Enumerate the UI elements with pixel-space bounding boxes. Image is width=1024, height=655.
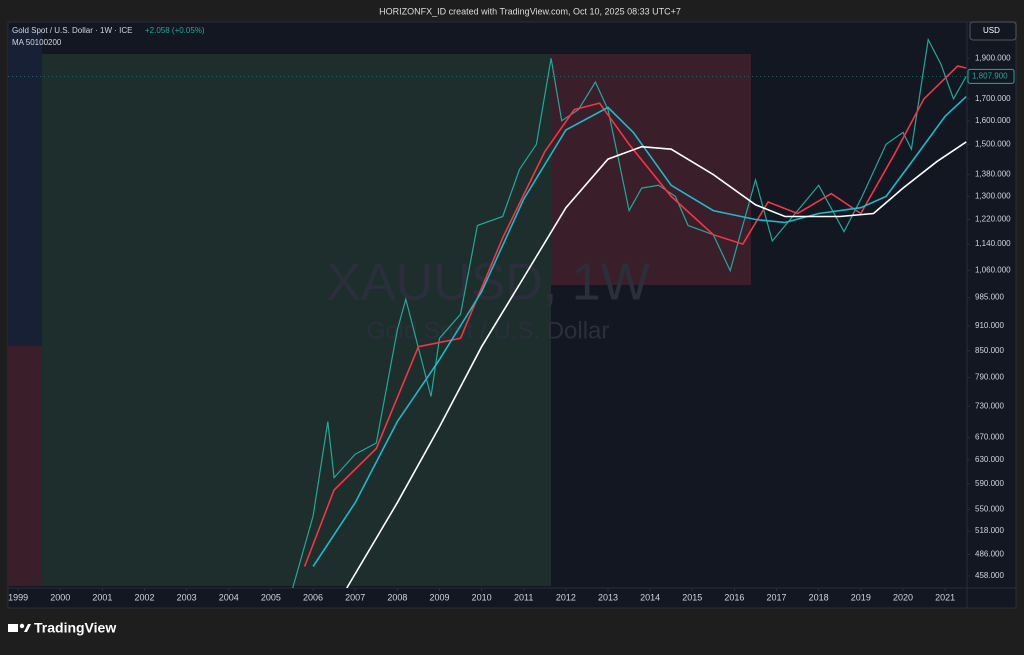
x-tick-label: 2000 — [50, 592, 70, 602]
change: +2.058 (+0.05%) — [145, 26, 205, 35]
x-tick-label: 2007 — [345, 592, 365, 602]
series-line — [346, 141, 967, 588]
y-tick-label: 590.000 — [975, 479, 1004, 488]
x-tick-label: 2014 — [640, 592, 660, 602]
y-tick-label: 1,380.000 — [975, 170, 1011, 179]
y-tick-label: 550.000 — [975, 504, 1004, 513]
zone — [8, 346, 42, 586]
last-price-label: 1,807.900 — [972, 71, 1008, 80]
x-tick-label: 2017 — [767, 592, 787, 602]
x-tick-label: 2020 — [893, 592, 913, 602]
x-tick-label: 2003 — [177, 592, 197, 602]
x-tick-label: 2009 — [429, 592, 449, 602]
logo-mark — [8, 624, 18, 632]
y-tick-label: 910.000 — [975, 321, 1004, 330]
x-tick-label: 2008 — [387, 592, 407, 602]
x-tick-label: 2016 — [724, 592, 744, 602]
y-tick-label: 730.000 — [975, 401, 1004, 410]
x-tick-label: 2002 — [135, 592, 155, 602]
indicator: MA 50100200 — [12, 38, 62, 47]
plot — [292, 37, 967, 588]
series-line — [303, 65, 967, 567]
y-tick-label: 518.000 — [975, 526, 1004, 535]
x-tick-label: 2004 — [219, 592, 239, 602]
watermark: XAUUSD, 1W — [326, 254, 650, 312]
x-tick-label: 2018 — [809, 592, 829, 602]
x-tick-label: 1999 — [8, 592, 28, 602]
symbol: Gold Spot / U.S. Dollar · 1W · ICE — [12, 26, 132, 35]
y-tick-label: 1,900.000 — [975, 53, 1011, 62]
zone — [8, 30, 42, 346]
x-tick-label: 2010 — [472, 592, 492, 602]
x-tick-label: 2011 — [514, 592, 533, 602]
y-tick-label: 486.000 — [975, 549, 1004, 558]
x-tick-label: 2005 — [261, 592, 281, 602]
x-tick-label: 2012 — [556, 592, 576, 602]
y-tick-label: 458.000 — [975, 571, 1004, 580]
x-tick-label: 2019 — [851, 592, 871, 602]
logo-mark — [24, 624, 31, 632]
series-line — [292, 37, 967, 588]
logo: TradingView — [8, 620, 116, 636]
watermark: Gold Spot / U.S. Dollar — [367, 317, 610, 344]
y-tick-label: 1,500.000 — [975, 139, 1011, 148]
zone — [42, 54, 551, 586]
y-tick-label: 1,060.000 — [975, 266, 1011, 275]
y-tick-label: 1,600.000 — [975, 116, 1011, 125]
series-line — [312, 96, 967, 567]
logo-mark — [19, 623, 25, 629]
y-tick-label: 790.000 — [975, 373, 1004, 382]
y-tick-label: 1,700.000 — [975, 94, 1011, 103]
y-tick-label: 1,140.000 — [975, 239, 1011, 248]
credit: HORIZONFX_ID created with TradingView.co… — [379, 6, 681, 16]
x-tick-label: 2006 — [303, 592, 323, 602]
y-tick-label: 1,220.000 — [975, 215, 1011, 224]
y-tick-label: 850.000 — [975, 346, 1004, 355]
x-tick-label: 2021 — [935, 592, 955, 602]
y-tick-label: 985.000 — [975, 292, 1004, 301]
x-tick-label: 2015 — [682, 592, 702, 602]
x-tick-label: 2013 — [598, 592, 618, 602]
brand: TradingView — [34, 620, 116, 636]
currency-button[interactable] — [969, 21, 1017, 41]
zone — [551, 54, 751, 285]
y-tick-label: 1,300.000 — [975, 191, 1011, 200]
y-tick-label: 670.000 — [975, 433, 1004, 442]
last-price-tag — [967, 68, 1015, 84]
y-tick-label: 630.000 — [975, 455, 1004, 464]
x-tick-label: 2001 — [92, 592, 112, 602]
currency[interactable]: USD — [983, 26, 1000, 35]
